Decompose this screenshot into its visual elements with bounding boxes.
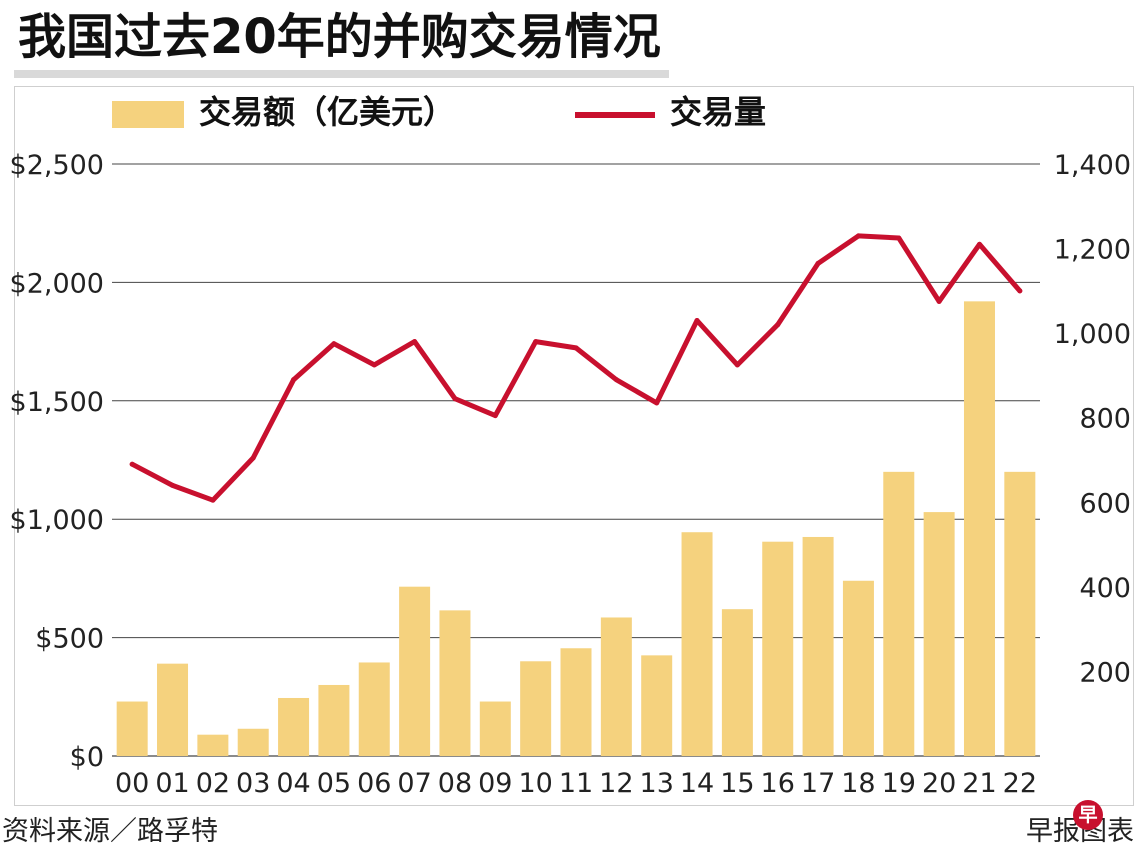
x-tick-label: 05 xyxy=(317,768,351,799)
line-point-11 xyxy=(573,345,579,351)
bar-13 xyxy=(641,655,673,756)
x-tick-label: 01 xyxy=(155,768,189,799)
bar-04 xyxy=(278,697,310,756)
x-tick-label: 21 xyxy=(962,768,996,799)
x-tick-label: 19 xyxy=(882,768,916,799)
x-tick-label: 14 xyxy=(680,768,714,799)
chart-frame xyxy=(14,86,1134,806)
line-point-01 xyxy=(170,482,176,488)
bar-18 xyxy=(842,580,874,756)
left-tick-label: $2,000 xyxy=(10,268,104,299)
line-point-13 xyxy=(654,400,660,406)
x-tick-label: 12 xyxy=(599,768,633,799)
bar-03 xyxy=(237,728,269,756)
line-point-16 xyxy=(775,322,781,328)
bar-06 xyxy=(358,662,390,756)
x-tick-label: 00 xyxy=(115,768,149,799)
left-tick-label: $0 xyxy=(70,742,104,773)
line-point-10 xyxy=(533,339,539,345)
line-point-18 xyxy=(855,233,861,239)
line-point-20 xyxy=(936,298,942,304)
bar-10 xyxy=(520,661,552,756)
left-tick-label: $1,000 xyxy=(10,505,104,536)
bar-12 xyxy=(600,617,632,756)
line-point-03 xyxy=(250,455,256,461)
bar-21 xyxy=(963,301,995,756)
bar-16 xyxy=(762,541,794,756)
line-point-00 xyxy=(129,461,135,467)
bar-00 xyxy=(116,701,148,756)
legend-bar-label: 交易额（亿美元） xyxy=(199,93,456,131)
line-point-15 xyxy=(734,362,740,368)
x-tick-label: 07 xyxy=(397,768,431,799)
x-tick-label: 06 xyxy=(357,768,391,799)
bar-01 xyxy=(157,663,189,756)
source-note: 资料来源／路孚特 xyxy=(2,816,218,847)
line-point-19 xyxy=(896,235,902,241)
x-tick-label: 02 xyxy=(196,768,230,799)
bar-20 xyxy=(923,512,955,756)
x-tick-label: 10 xyxy=(518,768,552,799)
line-point-05 xyxy=(331,341,337,347)
line-point-22 xyxy=(1017,288,1023,294)
legend-line-label: 交易量 xyxy=(670,93,767,131)
bar-series xyxy=(116,301,1036,756)
bar-15 xyxy=(721,609,753,756)
line-point-02 xyxy=(210,497,216,503)
line-point-08 xyxy=(452,396,458,402)
line-point-06 xyxy=(371,362,377,368)
chart-title: 我国过去20年的并购交易情况 xyxy=(14,4,669,78)
x-axis: 00 01 02 03 04 05 06 07 08 09 10 11 12 13 14 15 16 17 18 19… xyxy=(115,768,1037,799)
x-tick-label: 09 xyxy=(478,768,512,799)
line-point-09 xyxy=(492,413,498,419)
x-tick-label: 13 xyxy=(640,768,674,799)
line-path xyxy=(129,233,1023,503)
right-tick-label: 200 xyxy=(1079,657,1131,688)
x-tick-label: 08 xyxy=(438,768,472,799)
publisher-logo: 早 xyxy=(1073,800,1103,830)
bar-17 xyxy=(802,536,834,756)
bar-11 xyxy=(560,648,592,756)
left-axis: $0 $500 $1,000 $1,500 $2,000 $2,500 xyxy=(10,150,104,773)
left-tick-label: $1,500 xyxy=(10,387,104,418)
left-tick-label: $500 xyxy=(35,624,104,655)
line-point-17 xyxy=(815,260,821,266)
bar-19 xyxy=(883,471,915,756)
left-tick-label: $2,500 xyxy=(10,150,104,181)
x-tick-label: 22 xyxy=(1003,768,1037,799)
x-tick-label: 04 xyxy=(276,768,310,799)
right-tick-label: 600 xyxy=(1079,488,1131,519)
line-point-12 xyxy=(613,377,619,383)
bar-22 xyxy=(1004,471,1036,756)
line-point-04 xyxy=(291,377,297,383)
right-tick-label: 400 xyxy=(1079,573,1131,604)
x-tick-label: 11 xyxy=(559,768,593,799)
x-tick-label: 15 xyxy=(720,768,754,799)
x-tick-label: 16 xyxy=(761,768,795,799)
bar-05 xyxy=(318,684,350,756)
legend-line-swatch xyxy=(575,112,655,118)
line-point-14 xyxy=(694,317,700,323)
bar-08 xyxy=(439,610,471,756)
x-tick-label: 18 xyxy=(841,768,875,799)
right-axis: 200 400 600 800 1,000 1,200 1,400 xyxy=(1054,150,1131,688)
line-point-21 xyxy=(976,241,982,247)
x-tick-label: 17 xyxy=(801,768,835,799)
line-series xyxy=(129,233,1023,503)
bar-07 xyxy=(399,586,431,756)
bar-02 xyxy=(197,734,229,756)
x-tick-label: 20 xyxy=(922,768,956,799)
x-tick-label: 03 xyxy=(236,768,270,799)
bar-09 xyxy=(479,701,511,756)
right-tick-label: 1,400 xyxy=(1054,150,1131,181)
right-tick-label: 800 xyxy=(1079,404,1131,435)
line-point-07 xyxy=(412,339,418,345)
right-tick-label: 1,000 xyxy=(1054,319,1131,350)
right-tick-label: 1,200 xyxy=(1054,235,1131,266)
bar-14 xyxy=(681,532,713,756)
legend-bar-swatch xyxy=(112,101,184,128)
